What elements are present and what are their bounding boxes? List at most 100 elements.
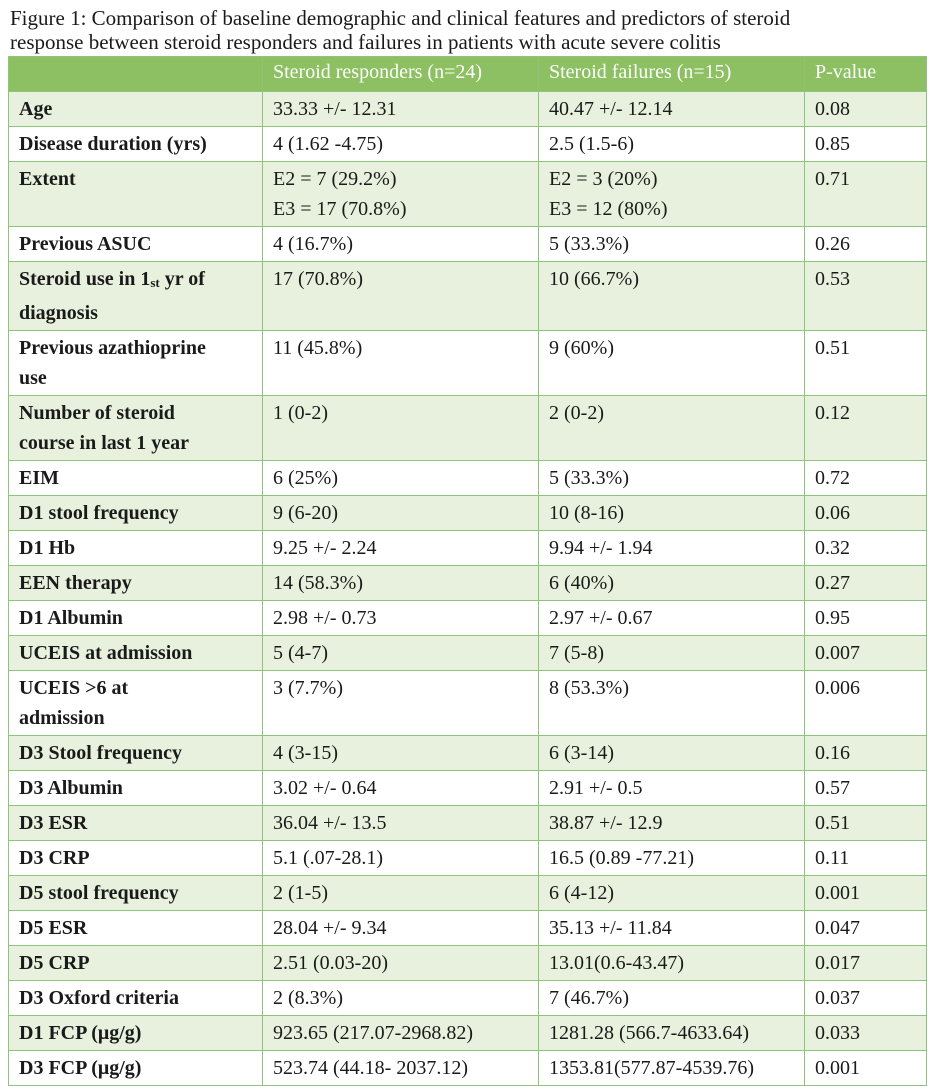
failures-cell: 6 (3-14) [538,735,805,771]
p-value-cell: 0.72 [804,460,927,496]
failures-cell: 6 (40%) [538,565,805,601]
table-row: D5 CRP 2.51 (0.03-20) 13.01(0.6-43.47) 0.01… [8,945,927,981]
feature-cell: D5 CRP [8,945,263,981]
table-row: UCEIS at admission 5 (4-7) 7 (5-8) 0.007 [8,635,927,671]
p-value-cell: 0.16 [804,735,927,771]
feature-cell-line: D1 FCP (μg/g) [19,1022,142,1044]
failures-cell-line: 9.94 +/- 1.94 [549,537,653,559]
feature-cell: D5 stool frequency [8,875,263,911]
responders-cell: 28.04 +/- 9.34 [262,910,539,946]
responders-cell-line: 2.98 +/- 0.73 [273,607,377,629]
feature-cell-line: Previous azathioprine [19,337,206,359]
responders-cell: 3.02 +/- 0.64 [262,770,539,806]
table-row: Age 33.33 +/- 12.31 40.47 +/- 12.14 0.08 [8,91,927,127]
failures-cell-line: 40.47 +/- 12.14 [549,98,673,120]
failures-cell-line: 7 (46.7%) [549,987,629,1009]
failures-cell-line: 5 (33.3%) [549,233,629,255]
p-value-cell: 0.32 [804,530,927,566]
p-value-cell: 0.017 [804,945,927,981]
responders-cell-line: E3 = 17 (70.8%) [273,198,407,220]
feature-cell: D3 Stool frequency [8,735,263,771]
failures-cell: 7 (5-8) [538,635,805,671]
ordinal-suffix: st [150,275,160,290]
failures-cell-line: E3 = 12 (80%) [549,198,668,220]
feature-cell: UCEIS at admission [8,635,263,671]
p-value-cell: 0.57 [804,770,927,806]
failures-cell: 2 (0-2) [538,395,805,461]
feature-cell-line: course in last 1 year [19,432,189,454]
responders-cell-line: 2.51 (0.03-20) [273,952,388,974]
header-row: Steroid responders (n=24) Steroid failur… [8,56,927,92]
responders-cell: 9.25 +/- 2.24 [262,530,539,566]
table-row: Previous azathioprine use 11 (45.8%) 9 (60%… [8,330,927,396]
feature-cell: D3 ESR [8,805,263,841]
table-row: D3 FCP (μg/g) 523.74 (44.18- 2037.12) 1353… [8,1050,927,1086]
table-row: D3 CRP 5.1 (.07-28.1) 16.5 (0.89 -77.21) 0.… [8,840,927,876]
feature-cell-line: D3 Albumin [19,777,123,799]
feature-cell: Previous azathioprine use [8,330,263,396]
table-row: EEN therapy 14 (58.3%) 6 (40%) 0.27 [8,565,927,601]
header-cell-feature [8,56,263,92]
failures-cell: 5 (33.3%) [538,226,805,262]
table-row: D1 Hb 9.25 +/- 2.24 9.94 +/- 1.94 0.32 [8,530,927,566]
table-row: D1 stool frequency 9 (6-20) 10 (8-16) 0.06 [8,495,927,531]
responders-cell: 9 (6-20) [262,495,539,531]
caption-line-1: Figure 1: Comparison of baseline demogra… [10,6,791,30]
feature-cell-line: use [19,367,47,389]
feature-cell: D3 CRP [8,840,263,876]
responders-cell-line: 14 (58.3%) [273,572,363,594]
failures-cell-line: 9 (60%) [549,337,614,359]
feature-cell: Previous ASUC [8,226,263,262]
feature-cell-line: D5 stool frequency [19,882,179,904]
feature-cell: D5 ESR [8,910,263,946]
p-value-cell: 0.007 [804,635,927,671]
feature-cell: UCEIS >6 at admission [8,670,263,736]
feature-cell-line: Age [19,98,53,120]
responders-cell: 6 (25%) [262,460,539,496]
feature-cell: Extent [8,161,263,227]
p-value-cell: 0.006 [804,670,927,736]
feature-cell: D3 FCP (μg/g) [8,1050,263,1086]
header-cell-failures: Steroid failures (n=15) [538,56,805,92]
failures-cell-line: 38.87 +/- 12.9 [549,812,663,834]
responders-cell: 14 (58.3%) [262,565,539,601]
responders-cell-line: 4 (1.62 -4.75) [273,133,383,155]
table-body: Age 33.33 +/- 12.31 40.47 +/- 12.14 0.08 Dis… [8,91,927,1086]
failures-cell-line: 2.5 (1.5-6) [549,133,634,155]
responders-cell-line: 6 (25%) [273,467,338,489]
feature-cell-line: admission [19,707,105,729]
failures-cell: E2 = 3 (20%) E3 = 12 (80%) [538,161,805,227]
failures-cell: 5 (33.3%) [538,460,805,496]
responders-cell: 2 (8.3%) [262,980,539,1016]
feature-cell-line: D3 FCP (μg/g) [19,1057,142,1079]
table-row: Steroid use in 1st yr of diagnosis 17 (70.… [8,261,927,331]
feature-cell-line: D3 Stool frequency [19,742,182,764]
responders-cell-line: 36.04 +/- 13.5 [273,812,387,834]
feature-cell: D1 stool frequency [8,495,263,531]
table-row: D3 ESR 36.04 +/- 13.5 38.87 +/- 12.9 0.51 [8,805,927,841]
failures-cell-line: 35.13 +/- 11.84 [549,917,672,939]
table-row: D3 Oxford criteria 2 (8.3%) 7 (46.7%) 0.037 [8,980,927,1016]
feature-cell: EIM [8,460,263,496]
failures-cell-line: 10 (8-16) [549,502,624,524]
feature-cell-line: diagnosis [19,302,98,324]
feature-cell-line: D3 Oxford criteria [19,987,179,1009]
feature-cell-line: D1 stool frequency [19,502,179,524]
feature-cell-line: D5 ESR [19,917,88,939]
feature-cell-line: EIM [19,467,59,489]
header-cell-p-value: P-value [804,56,927,92]
p-value-cell: 0.11 [804,840,927,876]
failures-cell-line: E2 = 3 (20%) [549,168,658,190]
responders-cell-line: 9 (6-20) [273,502,338,524]
caption-line-2: response between steroid responders and … [10,30,721,54]
feature-cell-line: Previous ASUC [19,233,152,255]
responders-cell: 523.74 (44.18- 2037.12) [262,1050,539,1086]
failures-cell-line: 8 (53.3%) [549,677,629,699]
responders-cell-line: 5 (4-7) [273,642,328,664]
failures-cell-line: 2.97 +/- 0.67 [549,607,653,629]
responders-cell-line: 17 (70.8%) [273,268,363,290]
failures-cell-line: 6 (3-14) [549,742,614,764]
failures-cell-line: 5 (33.3%) [549,467,629,489]
feature-cell: Age [8,91,263,127]
failures-cell-line: 1353.81(577.87-4539.76) [549,1057,754,1079]
